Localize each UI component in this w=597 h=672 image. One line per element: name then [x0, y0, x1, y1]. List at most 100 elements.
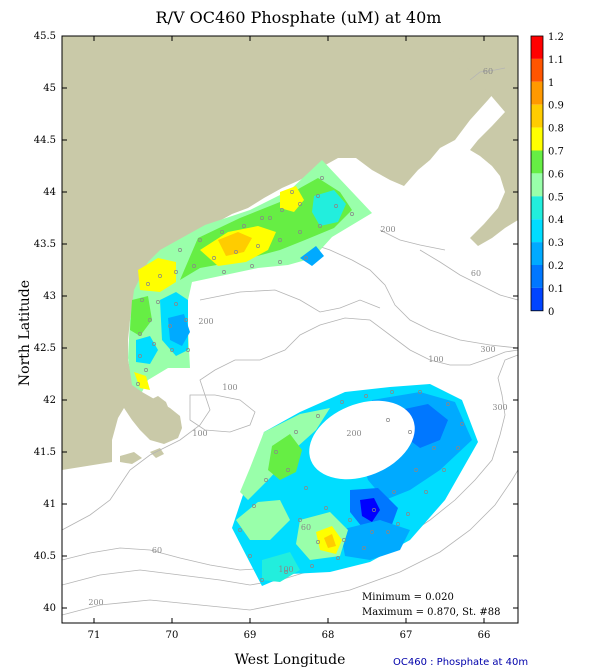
- colorbar-label: 0.3: [548, 238, 564, 249]
- station-marker: [242, 224, 246, 228]
- minimum-stat: Minimum = 0.020: [362, 592, 454, 603]
- colorbar-swatch: [531, 173, 543, 197]
- colorbar-swatch: [531, 81, 543, 105]
- station-marker: [350, 212, 354, 216]
- colorbar-swatch: [531, 127, 543, 151]
- station-marker: [418, 390, 422, 394]
- y-tick-label: 41.5: [34, 447, 56, 458]
- station-marker: [386, 530, 390, 534]
- contour-label: 100: [192, 429, 207, 438]
- station-marker: [186, 348, 190, 352]
- station-marker: [298, 230, 302, 234]
- x-tick-label: 66: [478, 630, 491, 641]
- station-marker: [260, 578, 264, 582]
- station-marker: [146, 282, 150, 286]
- station-marker: [340, 400, 344, 404]
- station-marker: [304, 256, 308, 260]
- contour-label: 200: [380, 225, 395, 234]
- station-marker: [260, 216, 264, 220]
- colorbar-swatch: [531, 150, 543, 174]
- station-marker: [414, 468, 418, 472]
- station-marker: [406, 512, 410, 516]
- colorbar-swatch: [531, 287, 543, 311]
- contour-label: 300: [480, 345, 495, 354]
- station-marker: [318, 224, 322, 228]
- station-marker: [212, 256, 216, 260]
- station-marker: [316, 540, 320, 544]
- station-marker: [310, 564, 314, 568]
- station-marker: [168, 324, 172, 328]
- colorbar-label: 0.9: [548, 101, 564, 112]
- contour-label: 100: [278, 565, 293, 574]
- station-marker: [460, 422, 464, 426]
- colorbar-label: 0.7: [548, 147, 564, 158]
- x-tick-label: 69: [244, 630, 257, 641]
- station-marker: [198, 238, 202, 242]
- station-marker: [264, 478, 268, 482]
- station-marker: [278, 238, 282, 242]
- station-marker: [316, 194, 320, 198]
- station-marker: [220, 230, 224, 234]
- north-survey-region: [128, 160, 372, 392]
- x-tick-label: 70: [166, 630, 179, 641]
- station-marker: [342, 538, 346, 542]
- station-marker: [148, 318, 152, 322]
- axis-tick-labels: 71 70 69 68 67 66 45.5 45 44.5 44 43.5 43 42.5 42 41.5…: [34, 31, 491, 641]
- station-marker: [280, 208, 284, 212]
- land-nova-scotia: [440, 36, 518, 246]
- x-tick-label: 68: [322, 630, 335, 641]
- station-marker: [320, 176, 324, 180]
- x-tick-label: 67: [400, 630, 413, 641]
- station-marker: [446, 402, 450, 406]
- colorbar-label: 1.1: [548, 55, 564, 66]
- station-marker: [138, 332, 142, 336]
- caption: OC460 : Phosphate at 40m: [393, 657, 529, 668]
- x-tick-label: 71: [88, 630, 101, 641]
- y-tick-label: 41: [43, 499, 56, 510]
- contour-label: 200: [346, 429, 361, 438]
- station-marker: [370, 530, 374, 534]
- colorbar-swatch: [531, 196, 543, 220]
- plot-frame: [61, 35, 519, 624]
- land-mainland: [62, 36, 505, 470]
- colorbar-swatch: [531, 242, 543, 265]
- station-marker: [386, 418, 390, 422]
- land-cape-cod: [150, 396, 170, 420]
- colorbar-label: 0.8: [548, 124, 564, 135]
- station-marker: [390, 390, 394, 394]
- station-marker: [362, 546, 366, 550]
- station-marker: [372, 508, 376, 512]
- colorbar-swatch: [531, 219, 543, 243]
- station-marker: [234, 250, 238, 254]
- station-marker: [284, 570, 288, 574]
- contour-label: 60: [483, 67, 493, 76]
- colorbar-label: 0.1: [548, 284, 564, 295]
- contour-label: 100: [222, 383, 237, 392]
- colorbar-swatch: [531, 265, 543, 288]
- y-tick-label: 40.5: [34, 551, 56, 562]
- station-marker: [174, 302, 178, 306]
- station-marker: [192, 264, 196, 268]
- station-marker: [136, 382, 140, 386]
- station-marker: [334, 204, 338, 208]
- station-marker: [268, 216, 272, 220]
- station-marker: [316, 414, 320, 418]
- colorbar-label: 0: [548, 307, 554, 318]
- y-tick-label: 42.5: [34, 343, 56, 354]
- station-marker: [442, 468, 446, 472]
- y-tick-label: 43.5: [34, 239, 56, 250]
- station-marker: [424, 490, 428, 494]
- station-marker: [222, 270, 226, 274]
- station-marker: [298, 202, 302, 206]
- station-marker: [294, 430, 298, 434]
- station-marker: [304, 486, 308, 490]
- contour-label: 300: [492, 403, 507, 412]
- contour-label: 200: [198, 317, 213, 326]
- y-tick-label: 44: [43, 187, 56, 198]
- south-survey-region: [232, 384, 478, 586]
- station-marker: [408, 430, 412, 434]
- station-marker: [238, 528, 242, 532]
- station-marker: [278, 260, 282, 264]
- station-marker: [392, 490, 396, 494]
- colorbar-label: 0.5: [548, 192, 564, 203]
